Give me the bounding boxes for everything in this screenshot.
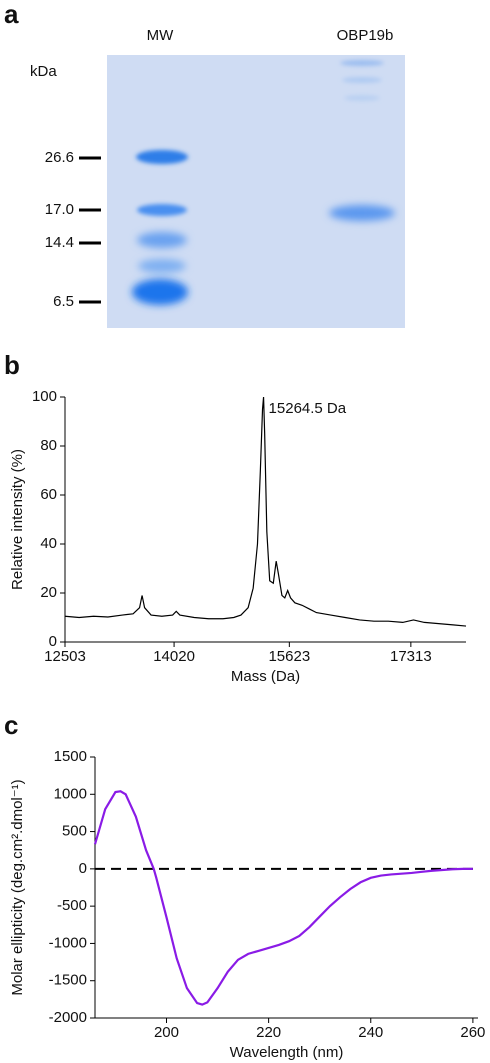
marker-label: 6.5 [53, 293, 74, 310]
panel-letter: a [4, 0, 19, 29]
band [138, 259, 186, 273]
y-tick-label: 500 [62, 823, 87, 840]
y-tick-label: -1500 [49, 972, 87, 989]
x-tick-label: 15623 [268, 648, 310, 665]
lane-label: OBP19b [337, 27, 394, 44]
annotation: 15264.5 Da [269, 400, 347, 417]
y-tick-label: 80 [40, 437, 57, 454]
y-tick-label: 1500 [54, 748, 87, 765]
band [137, 232, 187, 248]
band [136, 150, 188, 164]
unit-label: kDa [30, 63, 57, 80]
y-tick-label: -1000 [49, 934, 87, 951]
y-tick-label: 100 [32, 388, 57, 405]
x-tick-label: 260 [460, 1024, 485, 1041]
y-axis-label: Relative intensity (%) [9, 449, 26, 590]
band [342, 77, 382, 83]
band [344, 95, 380, 101]
x-axis-label: Mass (Da) [231, 668, 300, 685]
y-tick-label: 0 [79, 860, 87, 877]
band [132, 279, 188, 305]
gel-panel: a MW OBP19b kDa [4, 0, 405, 328]
x-axis-label: Wavelength (nm) [230, 1044, 344, 1061]
x-tick-label: 240 [358, 1024, 383, 1041]
band [340, 60, 384, 66]
x-tick-label: 200 [154, 1024, 179, 1041]
y-axis-label: Molar ellipticity (deg.cm².dmol⁻¹) [9, 779, 26, 995]
y-tick-label: 0 [49, 633, 57, 650]
x-tick-label: 12503 [44, 648, 86, 665]
lane-label: MW [147, 27, 174, 44]
marker-label: 26.6 [45, 149, 74, 166]
y-tick-label: -500 [57, 897, 87, 914]
data-line [93, 790, 473, 1006]
y-tick-label: 40 [40, 535, 57, 552]
x-tick-label: 14020 [153, 648, 195, 665]
panel-letter: b [4, 350, 20, 380]
data-line [64, 396, 467, 627]
y-tick-label: 1000 [54, 785, 87, 802]
gel-bands [132, 60, 395, 305]
y-tick-label: 60 [40, 486, 57, 503]
marker-label: 17.0 [45, 201, 74, 218]
y-tick-label: -2000 [49, 1009, 87, 1026]
band [137, 204, 187, 216]
marker-label: 14.4 [45, 234, 74, 251]
y-tick-label: 20 [40, 584, 57, 601]
x-tick-label: 17313 [390, 648, 432, 665]
band [329, 205, 395, 221]
panel-letter: c [4, 710, 18, 740]
x-tick-label: 220 [256, 1024, 281, 1041]
